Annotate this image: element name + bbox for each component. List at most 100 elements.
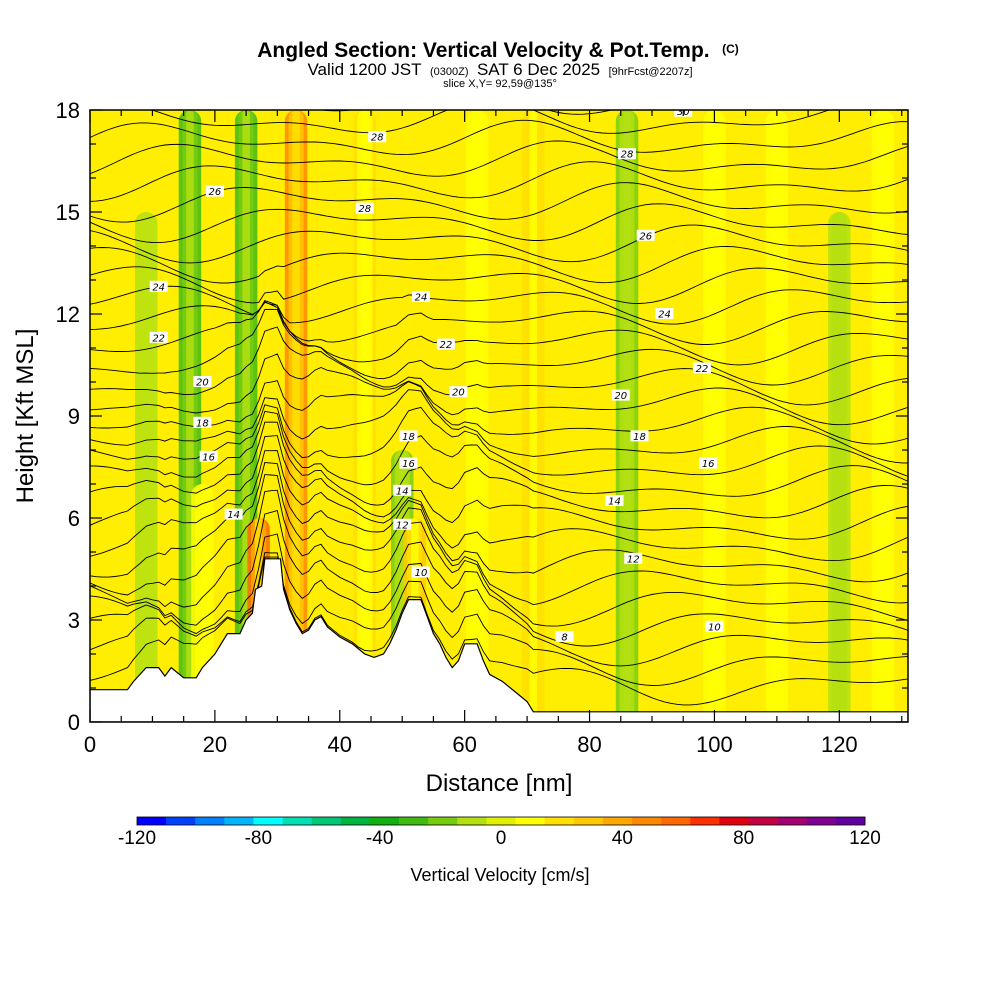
- chart-title-unit: (C): [722, 42, 739, 56]
- contour-label-bg: [705, 620, 724, 632]
- theta-contour-line: [90, 353, 908, 426]
- colorbar-label: Vertical Velocity [cm/s]: [410, 865, 589, 885]
- colorbar-tick-label: -80: [245, 828, 272, 849]
- x-tick-label: 60: [452, 732, 476, 757]
- contour-label-text: 28: [621, 150, 634, 161]
- x-tick-label: 80: [577, 732, 601, 757]
- theta-contour-line: [90, 246, 908, 284]
- x-tick-label: 0: [84, 732, 96, 757]
- contour-label-text: 24: [415, 293, 428, 304]
- contour-label: 28: [355, 202, 374, 215]
- contour-label-text: 14: [608, 497, 621, 508]
- theta-contour-line: [90, 404, 908, 477]
- contour-label-bg: [199, 450, 218, 462]
- contour-label-bg: [624, 552, 643, 564]
- colorbar-tick-label: 0: [496, 828, 507, 849]
- contour-label-text: 28: [358, 204, 371, 215]
- contour-label-bg: [636, 229, 655, 241]
- y-tick-label: 9: [68, 404, 80, 429]
- velocity-band: [706, 110, 722, 722]
- contour-label-text: 18: [633, 432, 646, 443]
- contour-label: 22: [692, 362, 711, 375]
- velocity-column: [465, 110, 489, 722]
- slice-info: slice X,Y= 92,59@135°: [443, 78, 557, 90]
- contour-label: 16: [199, 450, 218, 463]
- contour-label-text: 26: [639, 231, 652, 242]
- forecast-info: [9hrFcst@2207z]: [609, 66, 693, 78]
- valid-time-line: Valid 1200 JST (0300Z) SAT 6 Dec 2025 [9…: [307, 60, 692, 79]
- theta-contour-line: [90, 556, 908, 706]
- colorbar-swatch: [399, 817, 429, 825]
- colorbar-swatch: [835, 817, 866, 825]
- theta-contour-line: [90, 533, 908, 667]
- velocity-column: [615, 110, 639, 722]
- contour-label: 28: [368, 131, 387, 144]
- contour-label-bg: [393, 484, 412, 496]
- theta-contour-line: [90, 182, 908, 223]
- contour-label-text: 14: [396, 486, 409, 497]
- contour-label-bg: [355, 202, 374, 214]
- contour-label-text: 8: [561, 633, 567, 644]
- contour-label-text: 16: [702, 459, 715, 470]
- colorbar-swatch: [690, 817, 720, 825]
- velocity-column: [703, 110, 726, 722]
- contour-label: 12: [393, 518, 412, 531]
- colorbar-swatch: [282, 817, 313, 825]
- contour-label: 20: [193, 376, 212, 389]
- theta-contour-line: [90, 389, 908, 464]
- velocity-band: [529, 110, 538, 722]
- theta-contour-line: [90, 301, 908, 345]
- theta-contour-line: [150, 110, 908, 134]
- contour-label: 22: [436, 338, 455, 351]
- colorbar-swatch: [632, 817, 662, 825]
- contour-label-bg: [618, 148, 637, 160]
- contour-label: 18: [630, 430, 649, 443]
- colorbar-swatch: [224, 817, 254, 825]
- contour-label-bg: [630, 430, 649, 442]
- contour-label: 8: [555, 631, 574, 644]
- chart-title: Angled Section: Vertical Velocity & Pot.…: [257, 39, 739, 62]
- contour-label-bg: [436, 338, 455, 350]
- theta-contour-line: [90, 119, 908, 156]
- contour-label-text: 24: [658, 310, 671, 321]
- contour-label-text: 20: [452, 388, 465, 399]
- x-axis-label: Distance [nm]: [426, 770, 573, 797]
- theta-contour-line: [90, 266, 908, 304]
- theta-contour-line: [90, 450, 908, 562]
- colorbar-swatch: [661, 817, 691, 825]
- contour-label-text: 22: [440, 340, 453, 351]
- contour-label: 24: [149, 280, 168, 293]
- contour-label-bg: [224, 508, 243, 520]
- contour-label-text: 22: [152, 333, 165, 344]
- contour-label: 14: [605, 495, 624, 508]
- contour-label-bg: [655, 308, 674, 319]
- colorbar-swatch: [486, 817, 516, 825]
- contour-label: 12: [624, 552, 643, 565]
- contour-label-text: 20: [196, 378, 209, 389]
- contour-label-text: 14: [227, 510, 240, 521]
- velocity-band: [469, 110, 485, 722]
- theta-contour-line: [90, 510, 908, 647]
- colorbar-swatch: [777, 817, 808, 825]
- contour-label: 14: [224, 508, 243, 521]
- contour-label: 22: [149, 331, 168, 344]
- contour-label: 16: [699, 457, 718, 470]
- theta-contour-line: [90, 326, 908, 406]
- contour-label: 24: [655, 308, 674, 321]
- velocity-band: [769, 110, 785, 722]
- contour-label: 28: [618, 148, 637, 161]
- contour-label: 26: [205, 185, 224, 198]
- contour-label-text: 28: [371, 133, 384, 144]
- contour-label-text: 20: [614, 391, 627, 402]
- contour-label-text: 26: [209, 187, 222, 198]
- contour-label-bg: [193, 416, 212, 428]
- velocity-column: [765, 110, 789, 722]
- colorbar-tick-label: 40: [612, 828, 633, 849]
- contour-label-text: 24: [152, 282, 165, 293]
- y-tick-label: 18: [56, 98, 80, 123]
- terrain: [90, 558, 908, 722]
- x-axis: 0 20 40 60 80 100 120: [84, 110, 903, 757]
- colorbar-tick-label: -40: [366, 828, 393, 849]
